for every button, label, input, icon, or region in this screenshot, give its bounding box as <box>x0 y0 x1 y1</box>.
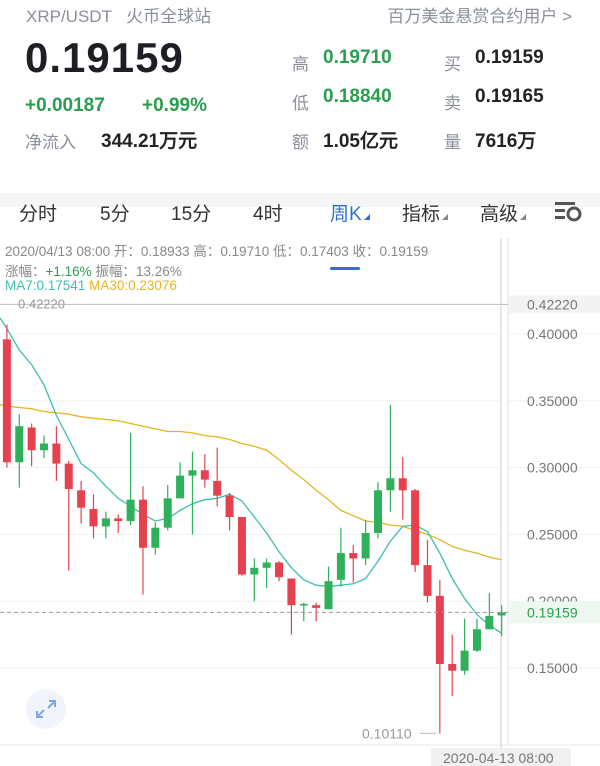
candle-body <box>52 443 61 464</box>
tab-advanced[interactable]: 高级 <box>480 199 527 226</box>
low-value: 0.18840 <box>323 86 392 107</box>
netflow-label: 净流入 <box>25 133 76 152</box>
low-label: 低 <box>292 94 309 113</box>
price-change-pct: +0.99% <box>142 95 207 116</box>
candle-body <box>312 605 321 608</box>
tab-15min[interactable]: 15分 <box>171 204 212 225</box>
candle-body <box>2 339 11 463</box>
candle-body <box>485 615 494 630</box>
dropdown-triangle-icon <box>442 214 449 220</box>
candle-body <box>64 463 73 489</box>
candle-body <box>423 565 432 596</box>
ma30-line <box>0 404 502 561</box>
candle-body <box>374 490 382 534</box>
max-price-label: 0.42220 <box>18 296 65 311</box>
candle-body <box>151 527 160 548</box>
candle-body <box>460 650 469 671</box>
candle-body <box>275 562 284 578</box>
high-value: 0.19710 <box>323 47 392 68</box>
symbol-title: XRP/USDT 火币全球站 <box>26 7 212 26</box>
candle-body <box>435 595 444 664</box>
candle-body <box>336 553 345 580</box>
y-tick-label: 0.25000 <box>527 526 578 542</box>
candle-body <box>89 509 98 527</box>
candle-body <box>361 533 370 559</box>
sell-label: 卖 <box>444 94 461 113</box>
dropdown-triangle-icon <box>363 214 370 220</box>
tab-4h[interactable]: 4时 <box>253 204 283 225</box>
netflow-value: 344.21万元 <box>101 131 198 152</box>
candle-body <box>188 470 197 476</box>
y-tick-label: 0.40000 <box>527 326 578 342</box>
y-tick-label: 0.15000 <box>527 660 578 676</box>
divider <box>0 193 600 207</box>
candle-body <box>299 603 308 606</box>
candle-body <box>262 562 271 568</box>
chart-settings-icon[interactable] <box>554 199 584 228</box>
candle-body <box>27 427 36 451</box>
min-price-label: 0.10110 <box>362 725 412 741</box>
sell-value: 0.19165 <box>475 86 544 107</box>
amount-value: 1.05亿元 <box>323 131 398 152</box>
candle-body <box>411 490 420 566</box>
volume-value: 7616万 <box>475 131 537 152</box>
dropdown-triangle-icon <box>520 214 527 220</box>
candle-body <box>386 478 395 491</box>
tab-weekly-k[interactable]: 周K <box>330 199 370 226</box>
candle-body <box>250 567 259 575</box>
last-price-tag <box>509 601 600 624</box>
tab-5min[interactable]: 5分 <box>100 204 130 225</box>
candle-body <box>398 478 407 491</box>
expand-icon[interactable] <box>26 689 66 729</box>
change-info: 涨幅：+1.16% 振幅：13.26% <box>5 264 182 279</box>
candle-body <box>176 475 185 499</box>
candle-body <box>114 518 123 522</box>
candle-body <box>448 663 457 671</box>
candle-body <box>237 517 246 575</box>
candle-body <box>77 490 86 508</box>
last-price: 0.19159 <box>25 34 184 81</box>
candle-body <box>324 581 333 610</box>
ma-info: MA7:0.17541 MA30:0.23076 <box>5 278 177 293</box>
tab-timeshare[interactable]: 分时 <box>19 204 58 225</box>
buy-value: 0.19159 <box>475 47 544 68</box>
candle-body <box>163 498 172 528</box>
candle-body <box>200 470 209 480</box>
price-change: +0.00187 <box>25 95 105 116</box>
candle-body <box>472 629 481 651</box>
candle-body <box>40 443 49 451</box>
promo-link[interactable]: 百万美金悬赏合约用户 > <box>387 7 572 26</box>
candle-body <box>101 518 110 527</box>
max-price-tag-label: 0.42220 <box>527 296 578 312</box>
volume-label: 量 <box>444 133 461 152</box>
time-tag <box>431 748 571 766</box>
candle-body <box>287 578 296 606</box>
candle-info: 2020/04/13 08:00 开：0.18933 高：0.19710 低：0… <box>5 244 429 259</box>
y-tick-label: 0.35000 <box>527 393 578 409</box>
amount-label: 额 <box>292 133 309 152</box>
candle-body <box>138 499 147 548</box>
ma30-legend: MA30:0.23076 <box>89 278 177 293</box>
active-tab-indicator <box>330 267 360 270</box>
tab-indicators[interactable]: 指标 <box>402 199 449 226</box>
candle-body <box>126 499 135 522</box>
ma7-legend: MA7:0.17541 <box>5 278 86 293</box>
high-label: 高 <box>292 55 309 74</box>
time-tag-label: 2020-04-13 08:00 <box>443 750 554 766</box>
candle-body <box>213 480 222 496</box>
buy-label: 买 <box>444 55 461 74</box>
candle-body <box>15 426 24 463</box>
y-tick-label: 0.30000 <box>527 460 578 476</box>
candle-body <box>497 612 506 616</box>
candle-body <box>349 553 358 559</box>
last-price-tag-label: 0.19159 <box>527 604 578 620</box>
candlestick-chart[interactable]: 0.400000.350000.300000.250000.200000.150… <box>0 238 600 766</box>
candle-body <box>225 495 234 518</box>
chevron-right-icon: > <box>562 7 572 26</box>
max-price-tag <box>509 295 600 314</box>
